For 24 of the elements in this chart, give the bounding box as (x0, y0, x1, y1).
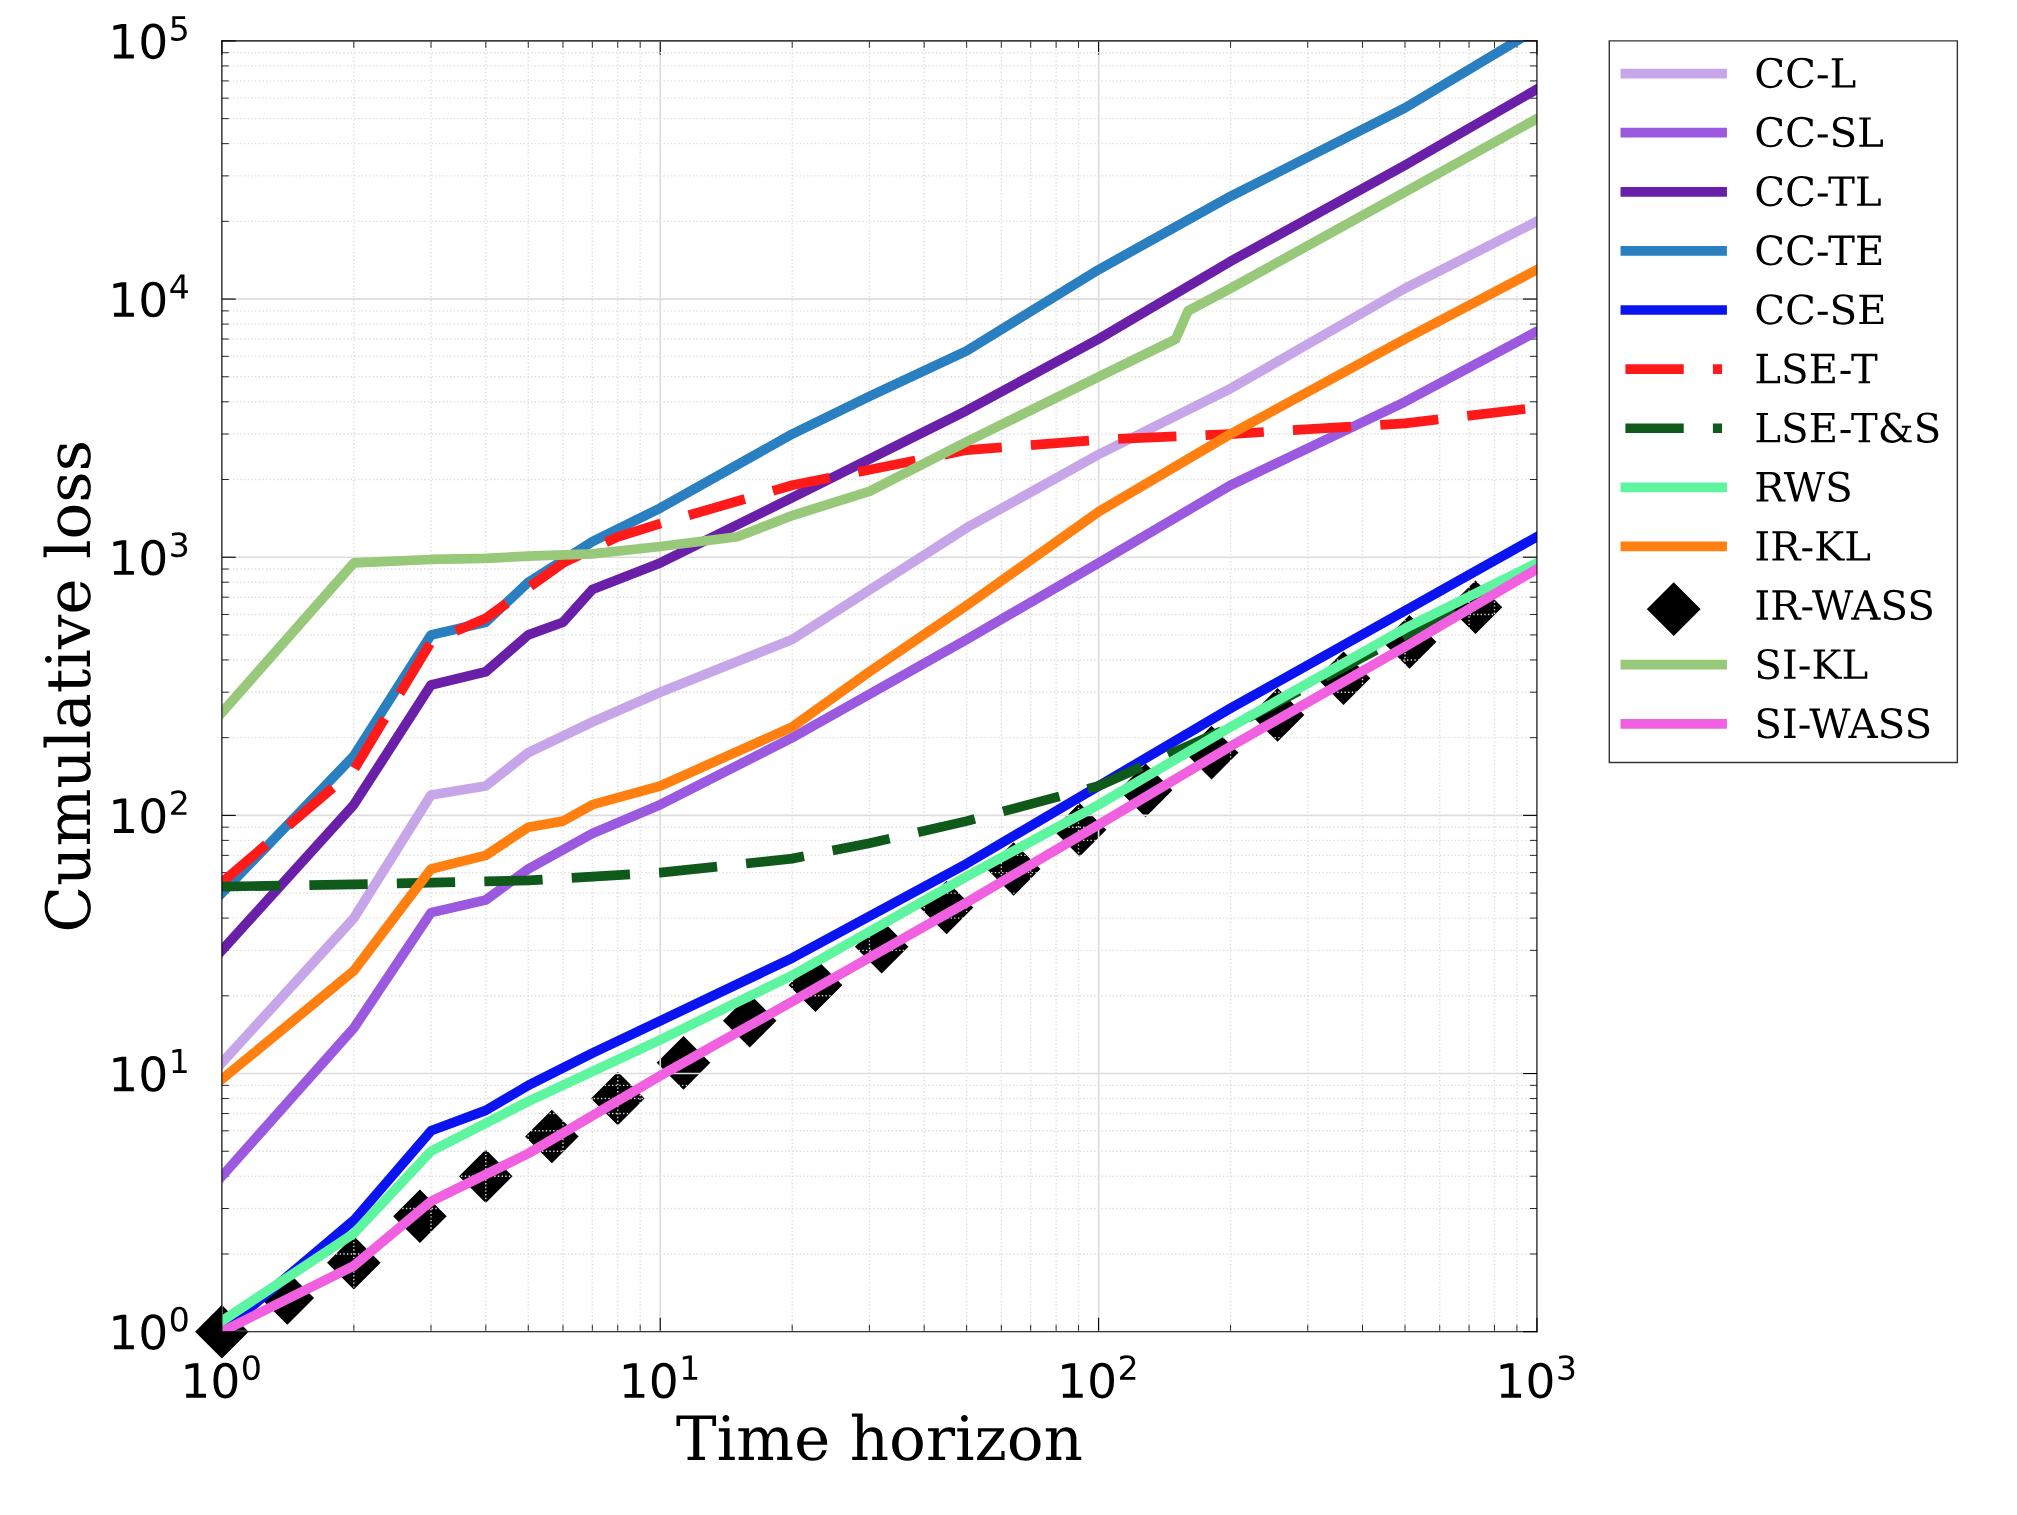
x-tick-label: 10$^{2}$ (1062, 1355, 1136, 1399)
x-tick-label: 10$^{3}$ (1500, 1355, 1575, 1399)
y-axis-title: Cumulative loss (43, 443, 91, 930)
x-axis-title: Time horizon (676, 1413, 1082, 1461)
y-tick-label: 10$^{4}$ (113, 274, 188, 318)
legend-label: IR-WASS (1756, 589, 1932, 621)
y-tick-label: 10$^{0}$ (113, 1306, 188, 1350)
legend-label: CC-SE (1756, 294, 1884, 325)
legend-label: CC-TE (1756, 235, 1882, 266)
x-tick-label: 10$^{1}$ (623, 1355, 698, 1399)
legend-label: LSE-T&S (1756, 412, 1939, 443)
legend-label: IR-KL (1756, 531, 1870, 561)
legend-label: CC-L (1756, 57, 1856, 89)
legend-label: RWS (1756, 471, 1850, 503)
y-tick-label: 10$^{1}$ (113, 1048, 187, 1092)
y-tick-label: 10$^{2}$ (113, 790, 187, 834)
legend-label: SI-WASS (1757, 708, 1930, 739)
legend-label: LSE-T (1756, 353, 1878, 384)
legend-label: CC-SL (1756, 116, 1883, 148)
y-tick-label: 10$^{3}$ (113, 532, 188, 576)
legend-label: SI-KL (1757, 648, 1868, 680)
y-tick-label: 10$^{5}$ (113, 16, 187, 60)
x-tick-label: 10$^{0}$ (185, 1355, 260, 1399)
legend-label: CC-TL (1756, 175, 1881, 207)
